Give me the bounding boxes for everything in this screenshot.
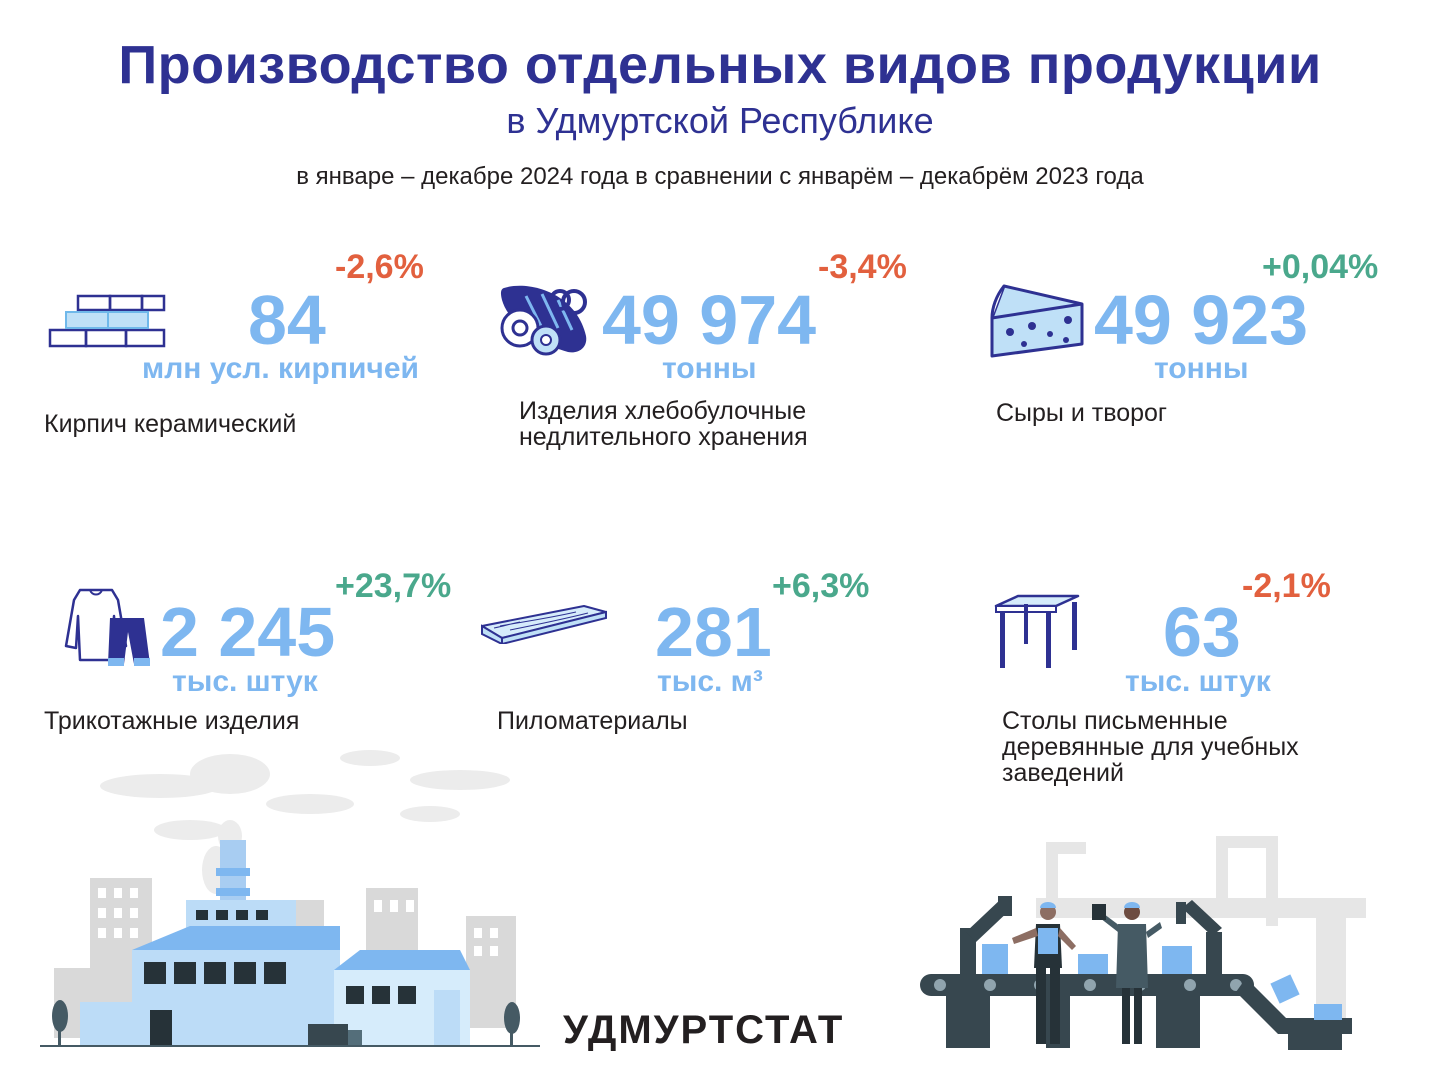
unit-bread: тонны bbox=[662, 352, 757, 385]
change-brick: -2,6% bbox=[335, 248, 424, 286]
name-lumber: Пиломатериалы bbox=[497, 707, 688, 735]
conveyor-illustration bbox=[920, 836, 1366, 1050]
name-desk: Столы письменные деревянные для учебных … bbox=[1002, 708, 1299, 786]
change-desk: -2,1% bbox=[1242, 567, 1331, 605]
page-subtitle: в Удмуртской Республике bbox=[506, 100, 934, 141]
unit-cheese: тонны bbox=[1154, 352, 1249, 385]
name-desk-line-3: заведений bbox=[1002, 759, 1124, 787]
name-bread-line-2: недлительного хранения bbox=[519, 423, 808, 451]
change-knitwear: +23,7% bbox=[335, 567, 452, 605]
name-cheese: Сыры и творог bbox=[996, 399, 1168, 427]
lumber-icon bbox=[481, 605, 607, 644]
unit-lumber: тыс. м³ bbox=[657, 665, 763, 698]
brand-logo-text: УДМУРТСТАТ bbox=[563, 1008, 845, 1052]
change-lumber: +6,3% bbox=[772, 567, 870, 605]
name-bread-line-1: Изделия хлебобулочные bbox=[519, 397, 807, 425]
change-cheese: +0,04% bbox=[1262, 248, 1379, 286]
bread-icon bbox=[500, 285, 587, 356]
desk-icon bbox=[994, 594, 1080, 668]
change-bread: -3,4% bbox=[818, 248, 907, 286]
unit-desk: тыс. штук bbox=[1125, 665, 1271, 698]
name-bread: Изделия хлебобулочные недлительного хран… bbox=[519, 398, 808, 450]
period-caption: в январе – декабре 2024 года в сравнении… bbox=[296, 163, 1144, 190]
value-desk: 63 bbox=[1163, 593, 1241, 671]
value-cheese: 49 923 bbox=[1094, 281, 1309, 359]
brick-wall-icon bbox=[48, 294, 166, 348]
value-knitwear: 2 245 bbox=[160, 593, 336, 671]
value-lumber: 281 bbox=[655, 593, 772, 671]
clothes-icon bbox=[64, 588, 150, 666]
value-bread: 49 974 bbox=[602, 281, 817, 359]
name-brick: Кирпич керамический bbox=[44, 410, 297, 438]
name-knitwear: Трикотажные изделия bbox=[44, 707, 300, 735]
name-desk-line-1: Столы письменные bbox=[1002, 707, 1228, 735]
factory-illustration bbox=[40, 750, 540, 1047]
unit-brick: млн усл. кирпичей bbox=[142, 352, 419, 385]
name-desk-line-2: деревянные для учебных bbox=[1002, 733, 1299, 761]
value-brick: 84 bbox=[248, 281, 326, 359]
cheese-icon bbox=[990, 284, 1084, 358]
page-title: Производство отдельных видов продукции bbox=[118, 35, 1322, 95]
unit-knitwear: тыс. штук bbox=[172, 665, 318, 698]
